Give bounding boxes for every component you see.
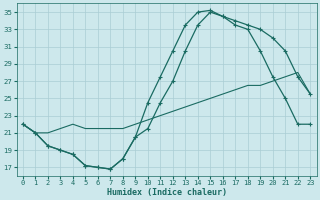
X-axis label: Humidex (Indice chaleur): Humidex (Indice chaleur) bbox=[107, 188, 227, 197]
